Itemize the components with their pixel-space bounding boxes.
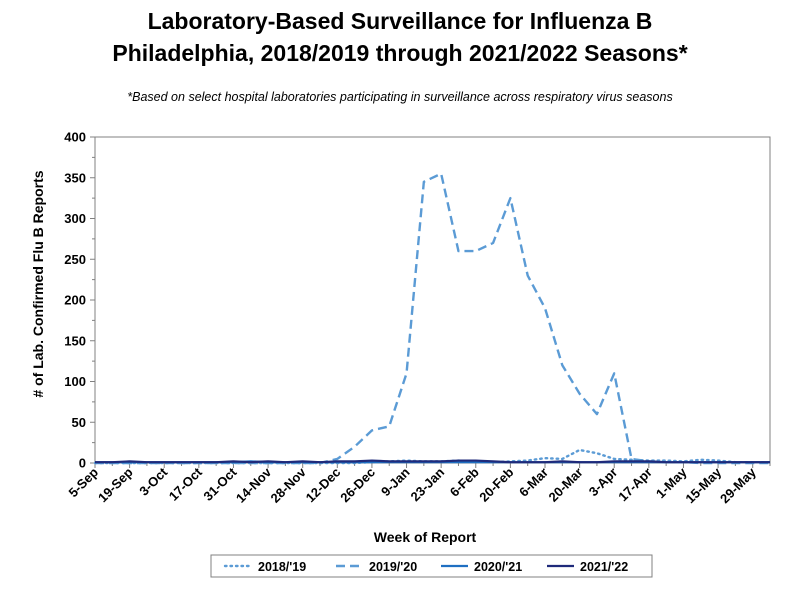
y-tick-label: 300 bbox=[64, 211, 86, 226]
x-tick-label: 12-Dec bbox=[303, 465, 344, 506]
legend-label: 2021/'22 bbox=[580, 560, 628, 574]
y-tick-label: 100 bbox=[64, 374, 86, 389]
x-tick-label: 26-Dec bbox=[337, 465, 378, 506]
x-tick-label: 14-Nov bbox=[233, 464, 275, 506]
legend-label: 2019/'20 bbox=[369, 560, 417, 574]
x-tick-label: 20-Mar bbox=[545, 465, 585, 505]
legend-box bbox=[210, 554, 653, 578]
x-tick-label: 17-Apr bbox=[615, 465, 655, 505]
y-tick-label: 350 bbox=[64, 170, 86, 185]
x-tick-label: 17-Oct bbox=[166, 464, 206, 504]
chart-title-line2: Philadelphia, 2018/2019 through 2021/202… bbox=[112, 40, 688, 66]
y-tick-label: 400 bbox=[64, 130, 86, 145]
series-line-4 bbox=[95, 459, 770, 464]
legend: 2018/'19 2019/'20 2020/'21 2021/'22 bbox=[210, 554, 653, 578]
y-tick-label: 50 bbox=[72, 415, 86, 430]
legend-label: 2020/'21 bbox=[474, 560, 522, 574]
chart-subtitle: *Based on select hospital laboratories p… bbox=[127, 90, 673, 104]
x-axis-title: Week of Report bbox=[374, 529, 477, 545]
x-tick-label: 20-Feb bbox=[476, 464, 516, 504]
chart-title-line1: Laboratory-Based Surveillance for Influe… bbox=[147, 8, 653, 34]
y-axis-title: # of Lab. Confirmed Flu B Reports bbox=[30, 170, 46, 397]
x-tick-label: 31-Oct bbox=[200, 464, 240, 504]
y-tick-label: 200 bbox=[64, 293, 86, 308]
plot-border bbox=[94, 136, 771, 464]
y-tick-label: 0 bbox=[79, 456, 86, 471]
y-tick-label: 250 bbox=[64, 252, 86, 267]
y-tick-label: 150 bbox=[64, 333, 86, 348]
legend-label: 2018/'19 bbox=[258, 560, 306, 574]
x-tick-label: 28-Nov bbox=[268, 464, 310, 506]
x-tick-label: 15-May bbox=[682, 464, 724, 506]
x-tick-label: 29-May bbox=[717, 464, 759, 506]
series-line-2 bbox=[95, 172, 770, 465]
x-tick-label: 23-Jan bbox=[408, 464, 448, 504]
x-tick-label: 19-Sep bbox=[95, 464, 136, 505]
